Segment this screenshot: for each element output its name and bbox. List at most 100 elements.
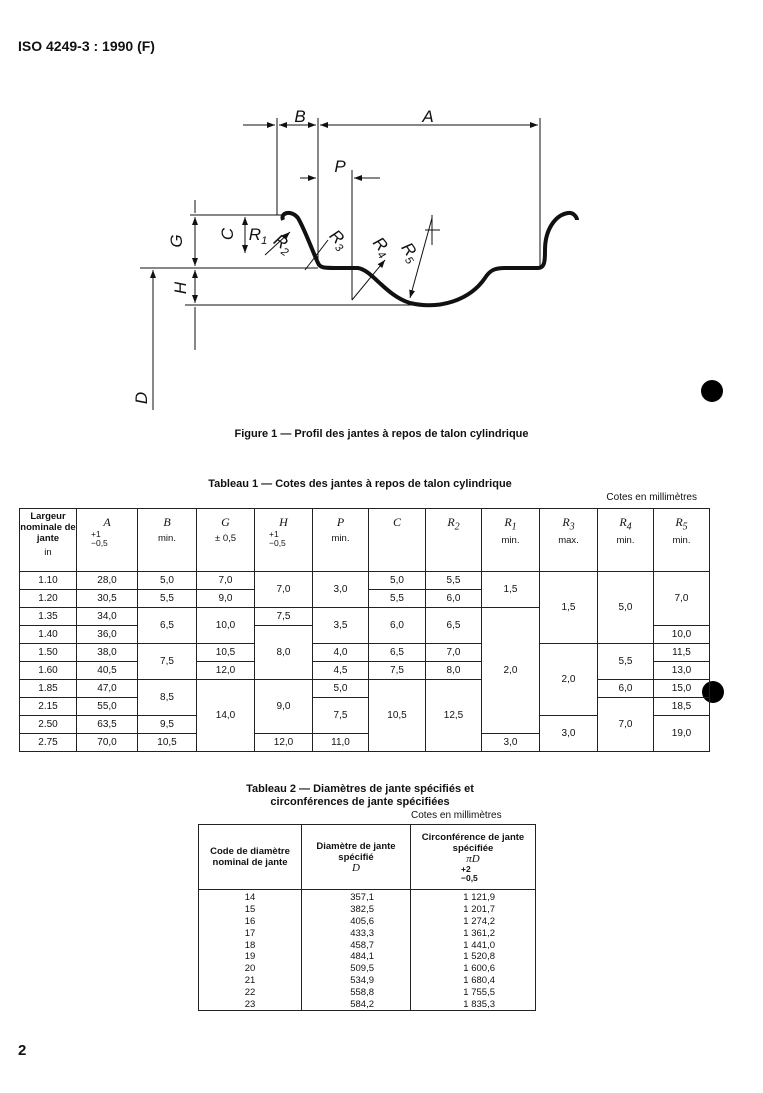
label-symbol: H	[171, 281, 190, 294]
table-cell: 5,5	[137, 589, 197, 608]
column-symbol: R1	[482, 515, 539, 532]
row-header: 1.40	[19, 625, 77, 644]
table-row: 15 382,5 1 201,7	[198, 903, 536, 916]
table-cell: 7,0	[597, 697, 654, 752]
table-cell: 19	[198, 950, 302, 963]
table-cell: 6,5	[425, 607, 482, 644]
table-cell: 34,0	[76, 607, 138, 626]
symbol-subscript: 4	[626, 521, 632, 533]
table-cell: 3,0	[481, 733, 540, 752]
table-cell: 2,0	[539, 643, 598, 716]
table-cell: 36,0	[76, 625, 138, 644]
row-header: 1.85	[19, 679, 77, 698]
column-header: Diamètre de jante spécifié D	[301, 824, 411, 890]
table-cell: 11,5	[653, 643, 710, 662]
figure-label: B	[294, 107, 305, 126]
table-row: 21 534,9 1 680,4	[198, 974, 536, 987]
table-cell: 63,5	[76, 715, 138, 734]
label-symbol: D	[132, 392, 151, 404]
figure-label: P	[334, 157, 346, 176]
table-cell: 7,0	[425, 643, 482, 662]
label-subscript: 1	[261, 235, 267, 247]
column-label: Diamètre de jante spécifié	[316, 840, 396, 863]
table-title: Tableau 1 — Cotes des jantes à repos de …	[208, 478, 512, 490]
table-cell: 5,5	[368, 589, 426, 608]
table-cell: 3,0	[312, 571, 369, 608]
label-symbol: A	[421, 107, 433, 126]
table-cell: 3,5	[312, 607, 369, 644]
table-cell: 5,0	[597, 571, 654, 644]
table-cell: 6,0	[425, 589, 482, 608]
column-header: R3 max.	[539, 508, 598, 572]
column-note: ± 0,5	[214, 533, 237, 544]
table-cell: 6,5	[368, 643, 426, 662]
column-header: Circonférence de jante spécifiée πD +2 −0,5	[410, 824, 536, 890]
column-symbol: R5	[654, 515, 709, 532]
table-cell: 509,5	[301, 962, 411, 975]
column-label: Largeur nominale de jante	[20, 511, 76, 544]
table-cell: 382,5	[301, 903, 411, 916]
table-row: 22 558,8 1 755,5	[198, 986, 536, 999]
column-symbol: B	[138, 515, 196, 530]
table-cell: 1 755,5	[410, 986, 536, 999]
table-cell: 15	[198, 903, 302, 916]
table-row: 2.15 55,0 7,5 7,0 18,5	[19, 697, 710, 752]
table-cell: 1,5	[539, 571, 598, 644]
title-line: circonférences de jante spécifiées	[270, 796, 450, 808]
column-header: R5 min.	[653, 508, 710, 572]
table-cell: 3,0	[539, 715, 598, 752]
table-cell: 28,0	[76, 571, 138, 590]
symbol-text: B	[163, 515, 171, 529]
title-line: Tableau 2 — Diamètres de jante spécifiés…	[246, 783, 474, 795]
table-cell: 9,5	[137, 715, 197, 734]
row-header: 1.50	[19, 643, 77, 662]
column-symbol: C	[369, 515, 425, 530]
figure-label: R2	[268, 230, 296, 259]
table-cell: 7,5	[368, 661, 426, 680]
table-cell: 19,0	[653, 715, 710, 752]
table-row: 17 433,3 1 361,2	[198, 927, 536, 940]
table-cell: 12,5	[425, 679, 482, 752]
table-cell: 1 520,8	[410, 950, 536, 963]
figure-label: R4	[367, 233, 396, 261]
table-cell: 12,0	[254, 733, 313, 752]
table-cell: 70,0	[76, 733, 138, 752]
table-cell: 1 361,2	[410, 927, 536, 940]
table-cell: 2,0	[481, 607, 540, 734]
table-cell: 1 201,7	[410, 903, 536, 916]
figure-label: H	[171, 281, 190, 294]
tolerance-upper: +2	[461, 863, 471, 874]
figure-label: D	[132, 392, 151, 404]
figure-label: C	[218, 227, 237, 240]
table-cell: 30,5	[76, 589, 138, 608]
table-cell: 10,0	[196, 607, 255, 644]
label-symbol: R	[249, 225, 261, 244]
label-symbol: G	[167, 234, 186, 247]
table-cell: 1 600,6	[410, 962, 536, 975]
label-symbol: P	[334, 157, 346, 176]
table-cell: 38,0	[76, 643, 138, 662]
header-title: ISO 4249-3 : 1990 (F)	[18, 38, 155, 54]
table-row: 1.20 30,5 5,5 9,0 5,5 6,0	[19, 589, 710, 608]
symbol-text: πD	[466, 852, 480, 865]
table-cell: 8,5	[137, 679, 197, 716]
tolerance-upper: +1	[91, 529, 101, 539]
column-symbol: P	[313, 515, 368, 530]
symbol-text: C	[392, 515, 401, 529]
table-cell: 8,0	[425, 661, 482, 680]
table-cell: 458,7	[301, 939, 411, 951]
row-header: 1.60	[19, 661, 77, 680]
column-symbol: R2	[426, 515, 481, 532]
table-cell: 40,5	[76, 661, 138, 680]
table-cell: 433,3	[301, 927, 411, 940]
table-cell: 7,0	[196, 571, 255, 590]
table-cell: 7,5	[254, 607, 313, 626]
column-header: C	[368, 508, 426, 572]
table-cell: 1 441,0	[410, 939, 536, 951]
table-cell: 5,0	[137, 571, 197, 590]
table-cell: 47,0	[76, 679, 138, 698]
table-row: 1.50 38,0 7,5 10,5 4,0 6,5 7,0 2,0 5,5 11,5	[19, 643, 710, 716]
